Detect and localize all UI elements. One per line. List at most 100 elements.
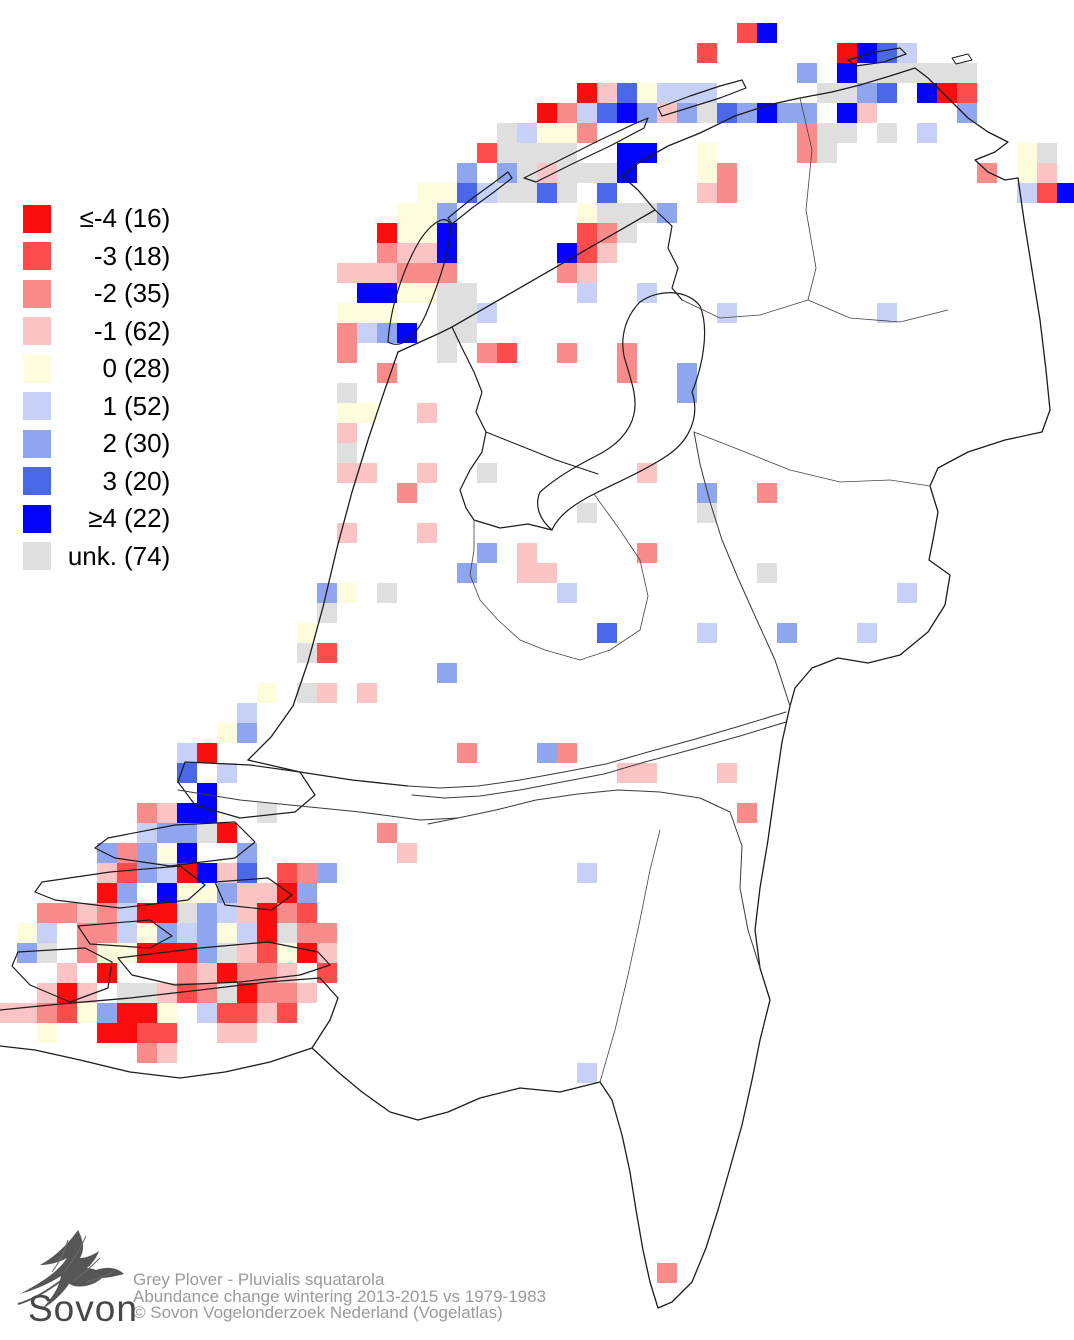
grid-cell [477,343,497,363]
grid-cell [237,943,257,963]
grid-cell [1037,183,1057,203]
logo-text: Sovon [28,1288,138,1329]
grid-cell [277,903,297,923]
grid-cell [537,163,557,183]
grid-cell [417,243,437,263]
grid-cell [137,823,157,843]
legend-label: 2 (30) [102,428,171,459]
grid-cell [417,523,437,543]
grid-cell [837,63,857,83]
grid-cell [337,263,357,283]
grid-cell [477,463,497,483]
grid-cell [197,923,217,943]
legend-swatch [23,204,51,233]
grid-cell [257,883,277,903]
grid-cell [397,283,417,303]
grid-cell [137,1043,157,1063]
legend-label: -1 (62) [93,315,171,346]
grid-cell [657,83,677,103]
grid-cell [637,543,657,563]
grid-cell [177,963,197,983]
grid-cell [177,823,197,843]
grid-cell [437,263,457,283]
grid-cell [657,103,677,123]
outline-path [523,117,649,183]
grid-cell [257,1003,277,1023]
grid-cell [537,743,557,763]
grid-cell [57,903,77,923]
grid-cell [37,1023,57,1043]
grid-cell [877,83,897,103]
grid-cell [677,83,697,103]
legend-swatch [23,392,51,421]
grid-cell [137,983,157,1003]
legend-label: -3 (18) [93,240,171,271]
grid-cell [337,343,357,363]
outline-path [799,97,817,301]
grid-cell [377,223,397,243]
grid-cell [857,103,877,123]
outline-path [693,431,791,707]
grid-cell [857,63,877,83]
grid-cell [317,923,337,943]
outline-path [654,209,683,301]
grid-cell [1057,183,1074,203]
outline-path [951,53,973,65]
grid-cell [297,983,317,1003]
outline-path [117,941,331,986]
caption-species: Grey Plover - Pluvialis squatarola [133,1270,385,1289]
grid-cell [897,63,917,83]
grid-cell [217,923,237,943]
grid-cell [117,923,137,943]
grid-cell [177,843,197,863]
grid-cell [577,123,597,143]
grid-cell [317,603,337,623]
grid-cell [937,63,957,83]
grid-cell [537,103,557,123]
outline-path [807,299,949,323]
grid-cell [617,363,637,383]
grid-cell [357,403,377,423]
grid-cell [177,983,197,1003]
grid-cell [317,683,337,703]
grid-cell [837,103,857,123]
grid-cell [217,823,237,843]
outline-path [407,711,787,789]
grid-cell [957,63,977,83]
grid-cell [297,623,317,643]
grid-cell [757,103,777,123]
grid-cell [337,383,357,403]
legend-swatch [23,429,51,458]
grid-cell [197,743,217,763]
grid-cell [397,243,417,263]
grid-cell [577,263,597,283]
grid-cell [157,1003,177,1023]
legend-label: unk. (74) [67,540,171,571]
grid-cell [337,403,357,423]
grid-cell [457,163,477,183]
legend: ≤-4 (16) -3 (18) -2 (35) -1 (62) 0 (28) 1 (52) 2 (30)… [23,200,170,575]
outline-path [469,493,649,661]
grid-cell [857,83,877,103]
grid-cell [897,583,917,603]
grid-cell [17,923,37,943]
grid-cell [357,263,377,283]
outline-path [447,171,513,225]
grid-cell [237,1003,257,1023]
grid-cell [497,143,517,163]
grid-cell [57,963,77,983]
grid-cell [37,903,57,923]
grid-cell [157,943,177,963]
grid-cell [1017,143,1037,163]
grid-cell [217,943,237,963]
grid-cell [577,1063,597,1083]
grid-cell [797,143,817,163]
grid-cell [437,303,457,323]
grid-cell [497,343,517,363]
grid-cell [537,183,557,203]
grid-cell [77,1003,97,1023]
legend-swatch [23,317,51,346]
grid-cell [917,83,937,103]
grid-cell [217,763,237,783]
grid-cell [697,83,717,103]
